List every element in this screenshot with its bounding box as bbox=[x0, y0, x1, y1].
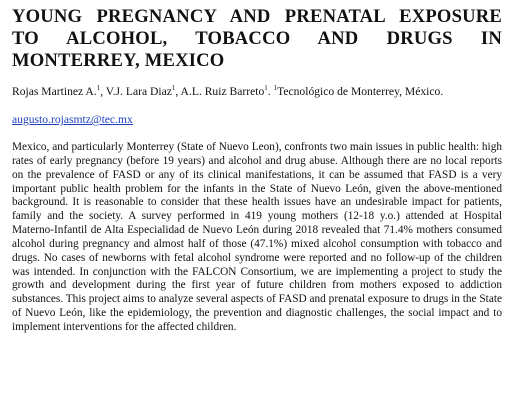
author-separator: . bbox=[267, 85, 274, 98]
paper-title: YOUNG PREGNANCY AND PRENATAL EXPOSURE TO… bbox=[12, 6, 502, 72]
affiliation-marker: 1 bbox=[273, 84, 278, 93]
title-line-2: TO ALCOHOL, TOBACCO AND DRUGS IN bbox=[12, 28, 502, 49]
author-name: , V.J. Lara Diaz bbox=[100, 85, 172, 98]
title-line-1: YOUNG PREGNANCY AND PRENATAL EXPOSURE bbox=[12, 6, 502, 27]
author-name: Rojas Martinez A. bbox=[12, 85, 97, 98]
author-list: Rojas Martinez A.1, V.J. Lara Diaz1, A.L… bbox=[12, 85, 502, 99]
affiliation-marker: 1 bbox=[96, 84, 101, 93]
affiliation-marker: 1 bbox=[171, 84, 176, 93]
author-name: , A.L. Ruiz Barreto bbox=[175, 85, 265, 98]
affiliation-marker: 1 bbox=[264, 84, 268, 93]
title-line-3: MONTERREY, MEXICO bbox=[12, 50, 225, 71]
email-link[interactable]: augusto.rojasmtz@tec.mx bbox=[12, 113, 133, 126]
affiliation: Tecnológico de Monterrey, México. bbox=[277, 85, 444, 98]
abstract-page: YOUNG PREGNANCY AND PRENATAL EXPOSURE TO… bbox=[12, 6, 502, 346]
abstract-body: Mexico, and particularly Monterrey (Stat… bbox=[12, 141, 502, 333]
contact-email: augusto.rojasmtz@tec.mx bbox=[12, 113, 502, 127]
